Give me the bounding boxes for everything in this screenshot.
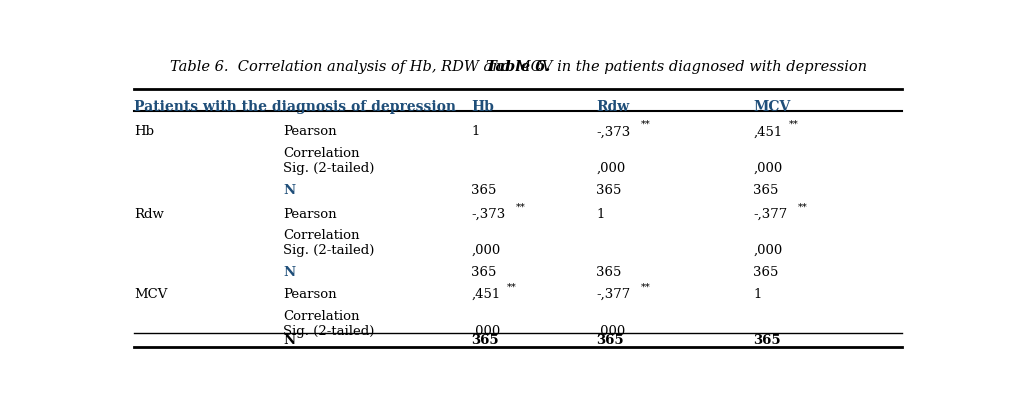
Text: Table 6.  Correlation analysis of Hb, RDW and MCV in the patients diagnosed with: Table 6. Correlation analysis of Hb, RDW…	[170, 60, 866, 74]
Text: N: N	[283, 266, 295, 279]
Text: 365: 365	[471, 184, 496, 197]
Text: Sig. (2-tailed): Sig. (2-tailed)	[283, 162, 374, 175]
Text: ,451: ,451	[753, 125, 783, 138]
Text: Rdw: Rdw	[596, 100, 630, 114]
Text: -,377: -,377	[596, 288, 631, 301]
Text: Hb: Hb	[471, 100, 494, 114]
Text: Table 6.: Table 6.	[486, 60, 550, 74]
Text: ,000: ,000	[753, 162, 783, 175]
Text: ,000: ,000	[596, 162, 626, 175]
Text: Pearson: Pearson	[283, 125, 337, 138]
Text: Rdw: Rdw	[134, 208, 164, 221]
Text: ,451: ,451	[471, 288, 500, 301]
Text: -,377: -,377	[753, 208, 788, 221]
Text: ,000: ,000	[596, 325, 626, 338]
Text: 1: 1	[471, 125, 479, 138]
Text: 365: 365	[471, 334, 498, 347]
Text: 365: 365	[596, 266, 622, 279]
Text: **: **	[790, 120, 799, 129]
Text: Pearson: Pearson	[283, 288, 337, 301]
Text: Table 6.  Correlation analysis of Hb, RDW and MCV in the patients diagnosed with: Table 6. Correlation analysis of Hb, RDW…	[170, 60, 866, 74]
Text: Patients with the diagnosis of depression: Patients with the diagnosis of depressio…	[134, 100, 456, 114]
Text: 1: 1	[596, 208, 605, 221]
Text: ,000: ,000	[753, 244, 783, 257]
Text: -,373: -,373	[471, 208, 506, 221]
Text: -,373: -,373	[596, 125, 631, 138]
Text: Correlation: Correlation	[283, 310, 360, 323]
Text: 365: 365	[753, 334, 780, 347]
Text: 365: 365	[596, 184, 622, 197]
Text: Pearson: Pearson	[283, 208, 337, 221]
Text: N: N	[283, 334, 295, 347]
Text: 365: 365	[596, 334, 624, 347]
Text: Correlation: Correlation	[283, 147, 360, 160]
Text: **: **	[508, 283, 517, 292]
Text: 1: 1	[753, 288, 761, 301]
Text: **: **	[516, 203, 526, 212]
Text: **: **	[798, 203, 808, 212]
Text: MCV: MCV	[134, 288, 168, 301]
Text: Correlation: Correlation	[283, 229, 360, 242]
Text: 365: 365	[753, 266, 778, 279]
Text: Sig. (2-tailed): Sig. (2-tailed)	[283, 244, 374, 257]
Text: 365: 365	[753, 184, 778, 197]
Text: 365: 365	[471, 266, 496, 279]
Text: Sig. (2-tailed): Sig. (2-tailed)	[283, 325, 374, 338]
Text: MCV: MCV	[753, 100, 791, 114]
Text: ,000: ,000	[471, 244, 500, 257]
Text: **: **	[641, 120, 651, 129]
Text: N: N	[283, 184, 295, 197]
Text: ,000: ,000	[471, 325, 500, 338]
Text: **: **	[641, 283, 651, 292]
Text: Hb: Hb	[134, 125, 155, 138]
